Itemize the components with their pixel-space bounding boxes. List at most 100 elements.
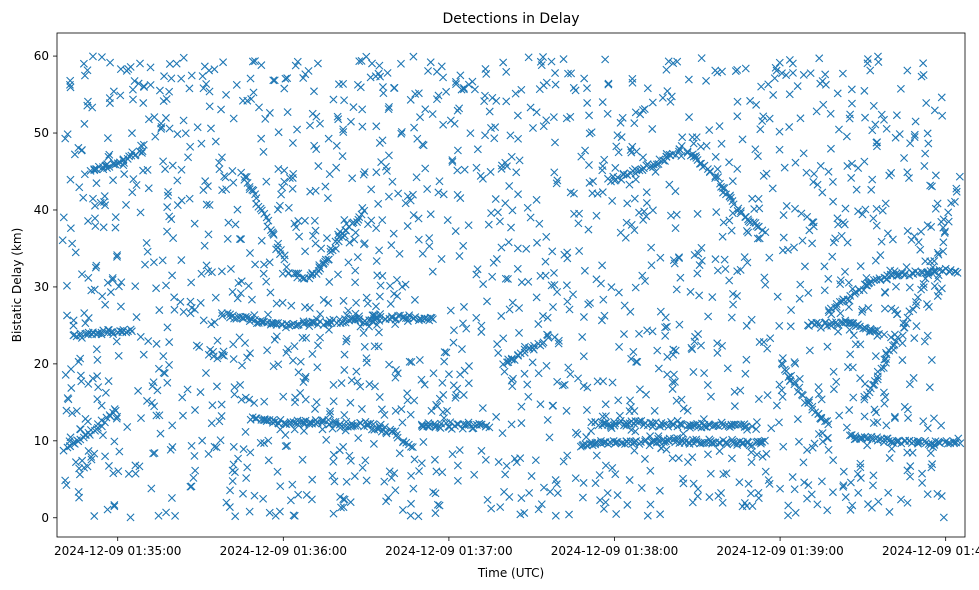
data-point — [464, 221, 473, 230]
data-point — [905, 380, 914, 389]
data-point — [473, 145, 482, 154]
data-point — [553, 176, 562, 185]
data-point — [715, 447, 724, 456]
data-point — [76, 371, 85, 380]
data-point — [574, 219, 583, 228]
data-point — [816, 161, 825, 170]
data-point — [179, 307, 188, 316]
data-point — [274, 128, 283, 137]
data-point — [661, 313, 670, 322]
data-point — [215, 417, 224, 426]
data-point — [927, 356, 936, 364]
data-point — [777, 69, 786, 78]
data-point — [255, 103, 263, 112]
data-point — [860, 86, 869, 95]
data-point — [384, 192, 393, 201]
data-point — [302, 490, 311, 499]
data-point — [599, 419, 608, 428]
data-point — [490, 134, 499, 143]
data-point — [269, 229, 278, 238]
data-point — [842, 132, 851, 141]
data-point — [851, 340, 860, 349]
data-point — [905, 307, 914, 316]
data-point — [130, 77, 139, 85]
data-point — [596, 496, 605, 505]
data-point — [199, 316, 208, 325]
data-point — [887, 333, 895, 342]
data-point — [243, 96, 252, 105]
data-point — [622, 437, 631, 446]
data-point — [224, 218, 233, 227]
data-point — [880, 355, 889, 364]
data-point — [458, 319, 467, 328]
data-point — [635, 329, 644, 338]
data-point — [197, 269, 206, 278]
data-point — [314, 341, 322, 350]
data-point — [131, 469, 140, 478]
data-point — [883, 229, 892, 238]
data-point — [879, 363, 888, 372]
data-point — [498, 429, 507, 438]
data-point — [329, 397, 338, 406]
data-point — [608, 196, 617, 205]
data-point — [790, 377, 799, 386]
data-point — [78, 456, 87, 465]
data-point — [869, 471, 878, 480]
data-point — [359, 329, 368, 337]
data-point — [242, 474, 251, 483]
data-point — [877, 237, 886, 246]
data-point — [832, 377, 841, 386]
data-point — [668, 378, 677, 387]
data-point — [155, 86, 164, 95]
data-point — [316, 310, 325, 319]
data-point — [551, 80, 560, 89]
data-point — [218, 351, 227, 360]
data-point — [866, 66, 875, 75]
data-point — [669, 370, 678, 379]
data-point — [659, 420, 668, 429]
data-point — [835, 411, 844, 420]
data-point — [868, 175, 877, 184]
data-point — [246, 349, 254, 358]
data-point — [665, 180, 674, 189]
data-point — [785, 123, 794, 132]
data-point — [143, 247, 152, 256]
data-point — [231, 512, 240, 521]
data-point — [336, 420, 345, 429]
data-point — [453, 146, 462, 155]
data-point — [515, 328, 524, 337]
data-point — [743, 258, 752, 267]
data-point — [508, 206, 517, 215]
data-point — [564, 69, 572, 78]
data-point — [262, 277, 271, 286]
data-point — [552, 480, 561, 489]
data-point — [846, 291, 855, 300]
data-point — [906, 472, 915, 481]
data-point — [657, 444, 666, 453]
data-point — [674, 254, 683, 263]
data-point — [210, 65, 219, 74]
data-point — [70, 439, 79, 448]
data-point — [225, 503, 234, 512]
data-point — [351, 266, 360, 275]
data-point — [384, 493, 393, 502]
data-point — [340, 96, 349, 105]
data-point — [800, 262, 809, 271]
data-point — [243, 178, 252, 187]
data-point — [185, 84, 194, 93]
data-point — [152, 339, 161, 348]
data-point — [450, 119, 459, 128]
data-point — [165, 338, 174, 347]
data-point — [505, 305, 514, 314]
data-point — [843, 295, 852, 304]
data-point — [353, 218, 362, 227]
data-point — [742, 321, 751, 330]
data-point — [410, 295, 419, 304]
data-point — [526, 213, 535, 222]
data-point — [937, 217, 946, 226]
data-point — [810, 169, 819, 178]
data-point — [451, 77, 460, 86]
data-point — [205, 66, 214, 75]
data-point — [310, 87, 318, 96]
